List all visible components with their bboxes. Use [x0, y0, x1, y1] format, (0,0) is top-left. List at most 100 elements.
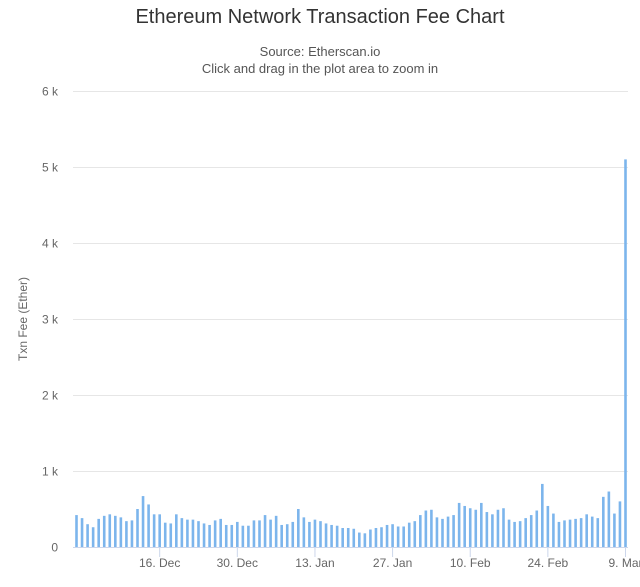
bar[interactable]: [557, 521, 561, 547]
bar[interactable]: [480, 502, 483, 547]
bar[interactable]: [147, 504, 150, 547]
bar[interactable]: [219, 518, 222, 547]
bar[interactable]: [363, 533, 367, 547]
bar[interactable]: [563, 520, 566, 547]
bar[interactable]: [502, 508, 505, 547]
bar[interactable]: [346, 528, 350, 547]
bar[interactable]: [330, 524, 333, 547]
bar[interactable]: [158, 514, 161, 547]
bar[interactable]: [308, 521, 311, 547]
bar[interactable]: [446, 516, 450, 547]
bar[interactable]: [402, 526, 405, 547]
bar[interactable]: [541, 483, 544, 547]
bar[interactable]: [130, 520, 134, 547]
bar[interactable]: [247, 525, 250, 547]
bar[interactable]: [579, 518, 583, 547]
bar[interactable]: [491, 514, 494, 547]
bar[interactable]: [141, 496, 145, 547]
bar[interactable]: [125, 521, 128, 547]
bar[interactable]: [236, 521, 239, 547]
bar[interactable]: [596, 518, 600, 547]
bar[interactable]: [568, 519, 572, 547]
bar[interactable]: [524, 518, 527, 547]
bar[interactable]: [441, 518, 444, 547]
bar[interactable]: [102, 515, 106, 547]
bar[interactable]: [585, 514, 588, 547]
bar[interactable]: [358, 532, 361, 547]
bar[interactable]: [341, 528, 344, 547]
bar[interactable]: [474, 509, 478, 547]
bar[interactable]: [108, 514, 112, 547]
bar[interactable]: [86, 524, 89, 547]
bar[interactable]: [175, 514, 178, 547]
bar[interactable]: [369, 529, 372, 547]
bar[interactable]: [457, 502, 461, 547]
bar[interactable]: [224, 524, 228, 547]
bar[interactable]: [169, 523, 173, 547]
bar[interactable]: [380, 527, 383, 547]
bar[interactable]: [114, 515, 117, 547]
bar[interactable]: [513, 521, 516, 547]
bar[interactable]: [529, 515, 533, 547]
bar[interactable]: [463, 505, 466, 547]
bar[interactable]: [507, 519, 511, 547]
bar[interactable]: [191, 519, 195, 547]
bar[interactable]: [269, 519, 272, 547]
bar[interactable]: [413, 521, 417, 547]
bar[interactable]: [302, 517, 306, 547]
bar[interactable]: [313, 519, 317, 547]
bar[interactable]: [280, 524, 283, 547]
bar[interactable]: [407, 522, 411, 547]
bar[interactable]: [208, 524, 211, 547]
bar[interactable]: [186, 519, 189, 547]
bar[interactable]: [335, 525, 339, 547]
bar[interactable]: [590, 516, 594, 547]
bar[interactable]: [485, 512, 489, 547]
bar[interactable]: [136, 509, 139, 547]
bar[interactable]: [291, 521, 295, 547]
bar[interactable]: [574, 518, 577, 547]
bar[interactable]: [452, 515, 455, 547]
bar[interactable]: [119, 517, 123, 547]
bar[interactable]: [91, 527, 95, 547]
bar[interactable]: [230, 524, 234, 547]
bar[interactable]: [374, 528, 378, 547]
bar[interactable]: [435, 517, 439, 547]
bar[interactable]: [152, 514, 156, 547]
bar[interactable]: [213, 520, 217, 547]
bar[interactable]: [324, 523, 328, 547]
bar[interactable]: [391, 524, 394, 547]
bar[interactable]: [424, 510, 428, 547]
bar[interactable]: [535, 510, 539, 547]
bar[interactable]: [197, 521, 200, 547]
bar[interactable]: [385, 524, 389, 547]
bar[interactable]: [180, 518, 184, 547]
bar[interactable]: [202, 523, 206, 547]
bar[interactable]: [518, 521, 522, 547]
bar[interactable]: [97, 518, 100, 547]
bar[interactable]: [624, 159, 627, 547]
bar[interactable]: [241, 525, 245, 547]
bar[interactable]: [252, 520, 256, 547]
bar[interactable]: [297, 509, 300, 547]
bar-series[interactable]: [75, 159, 627, 547]
bar[interactable]: [618, 501, 622, 547]
bar[interactable]: [430, 509, 433, 547]
bar[interactable]: [468, 508, 472, 547]
bar[interactable]: [263, 515, 267, 547]
bar[interactable]: [552, 513, 555, 547]
bar[interactable]: [80, 518, 84, 547]
bar[interactable]: [285, 524, 289, 547]
bar[interactable]: [75, 515, 78, 547]
bar[interactable]: [419, 515, 422, 547]
bar[interactable]: [607, 491, 611, 547]
bar[interactable]: [602, 496, 605, 547]
bar[interactable]: [496, 509, 500, 547]
bar[interactable]: [613, 513, 616, 547]
bar[interactable]: [163, 522, 167, 547]
bar[interactable]: [546, 505, 550, 547]
bar[interactable]: [352, 528, 356, 547]
bar[interactable]: [396, 526, 400, 547]
bar[interactable]: [319, 521, 322, 547]
